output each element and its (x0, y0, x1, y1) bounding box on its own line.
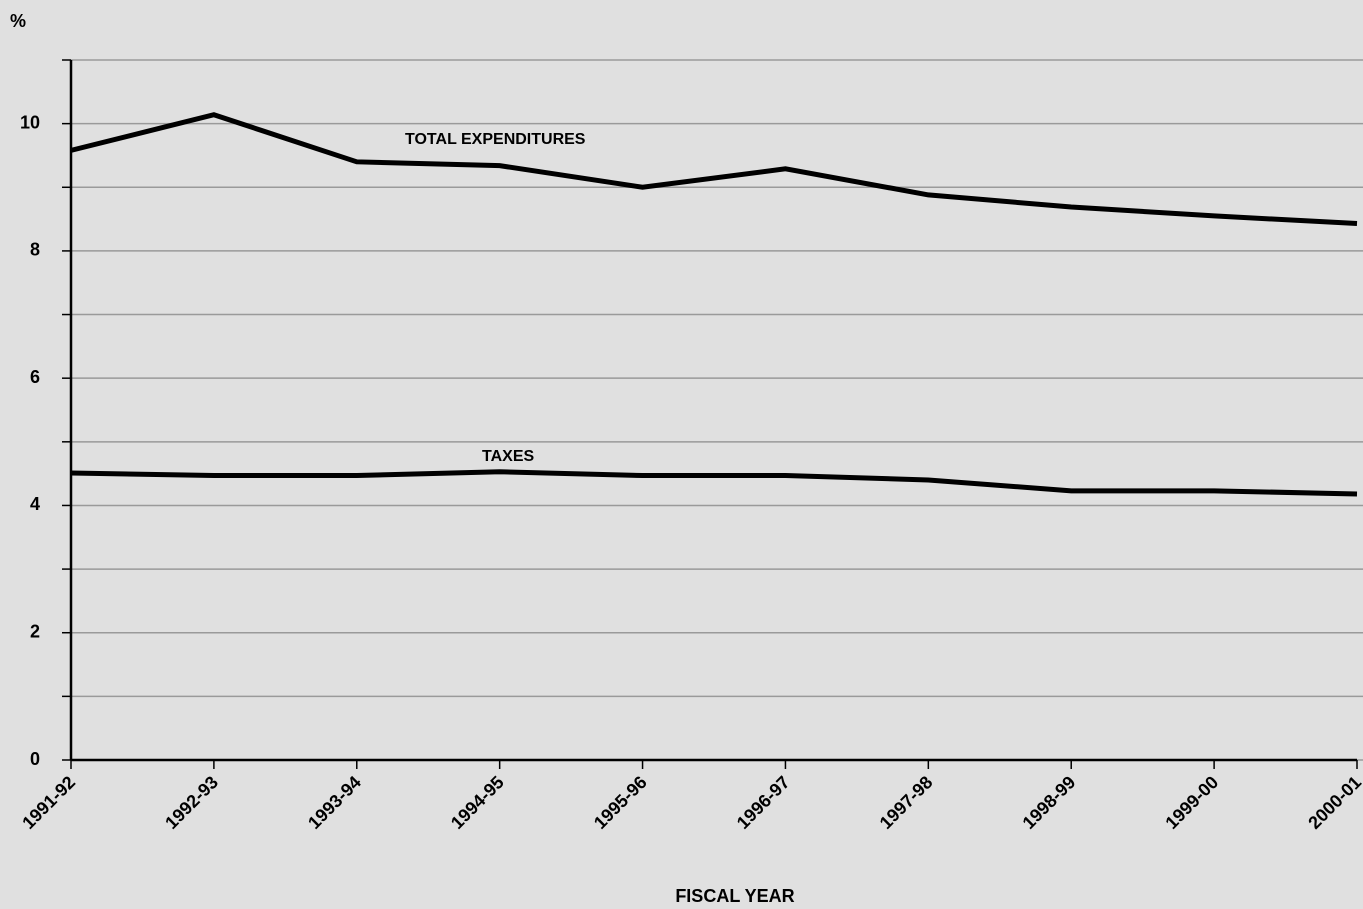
x-tick-label: 1991-92 (18, 772, 79, 833)
y-tick-label: 0 (30, 749, 40, 769)
x-axis-label: FISCAL YEAR (675, 886, 794, 906)
x-tick-label: 1993-94 (304, 772, 365, 833)
series-label: TOTAL EXPENDITURES (405, 131, 586, 148)
y-tick-label: 4 (30, 494, 40, 514)
series-label: TAXES (482, 448, 534, 465)
y-tick-label: 2 (30, 621, 40, 641)
x-tick-label: 1999-00 (1161, 772, 1222, 833)
y-tick-label: 8 (30, 240, 40, 260)
y-tick-label: 10 (20, 112, 40, 132)
x-tick-label: 1992-93 (161, 772, 222, 833)
x-tick-label: 1997-98 (876, 772, 937, 833)
series-line (70, 469, 1358, 497)
y-unit: % (10, 11, 26, 31)
x-tick-label: 1998-99 (1019, 772, 1080, 833)
x-tick-label: 1996-97 (733, 772, 794, 833)
y-tick-label: 6 (30, 367, 40, 387)
x-tick-label: 1995-96 (590, 772, 651, 833)
series-line (70, 112, 1358, 227)
x-tick-label: 2000-01 (1304, 772, 1363, 833)
x-tick-label: 1994-95 (447, 772, 508, 833)
